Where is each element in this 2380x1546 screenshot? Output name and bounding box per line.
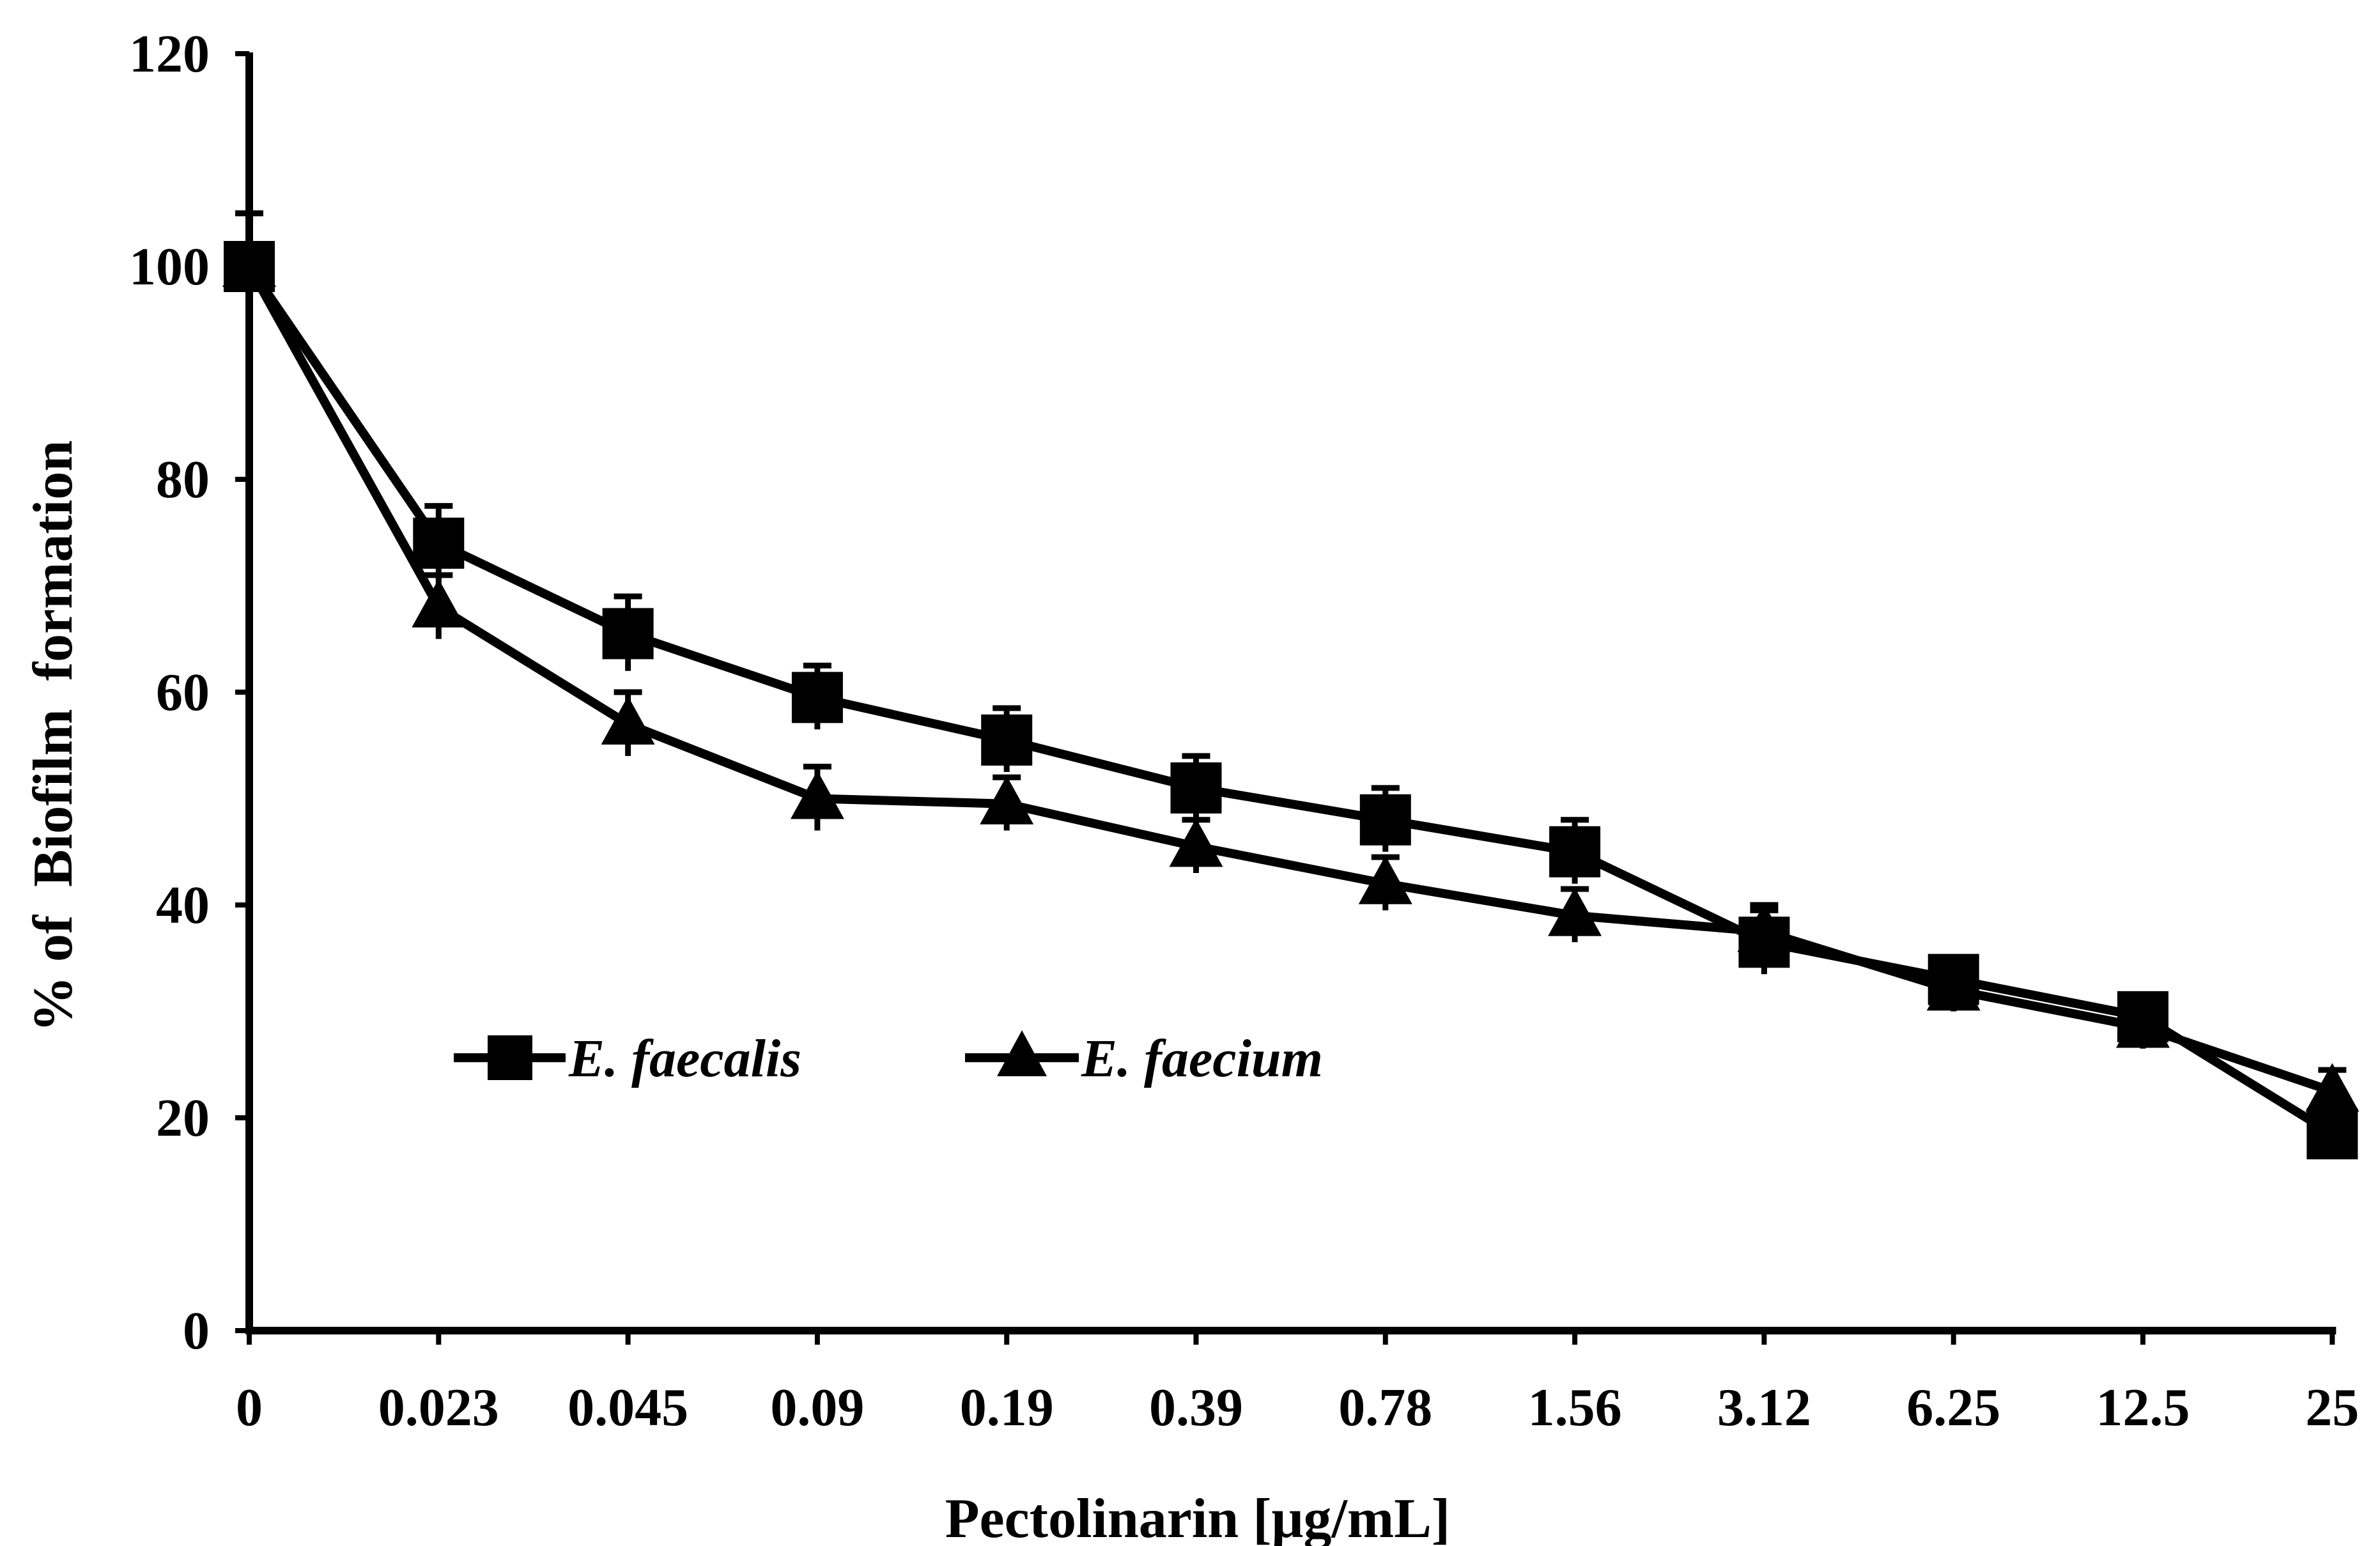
point-e-faecium-4 [980, 775, 1034, 824]
point-e-faecalis-5 [1170, 762, 1222, 814]
series-line-e-faecalis [245, 264, 2335, 1138]
y-tick-label-40: 40 [156, 876, 210, 935]
point-e-faecalis-11 [2307, 1108, 2358, 1159]
point-e-faecalis-0 [224, 241, 275, 292]
x-tick-label-0: 0 [236, 1378, 263, 1437]
point-e-faecium-6 [1358, 855, 1412, 904]
x-tick-label-3.12: 3.12 [1717, 1378, 1811, 1437]
point-e-faecalis-1 [413, 517, 465, 569]
y-tick-label-60: 60 [156, 663, 210, 722]
point-e-faecalis-6 [1359, 794, 1411, 846]
y-tick-label-20: 20 [156, 1088, 210, 1148]
series-line-e-faecium [245, 264, 2334, 1096]
point-e-faecium-3 [790, 770, 844, 819]
legend-label-e-faecalis: E. faecalis [568, 1029, 801, 1088]
x-tick-label-1.56: 1.56 [1528, 1378, 1622, 1437]
legend: E. faecalis E. faecium [454, 1029, 1323, 1088]
y-tick-label-0: 0 [183, 1301, 210, 1361]
y-axis-title: % of Biofilm formation [22, 440, 84, 1032]
point-e-faecium-11 [2305, 1063, 2360, 1112]
point-e-faecalis-10 [2117, 991, 2168, 1042]
x-tick-label-0.19: 0.19 [960, 1378, 1054, 1437]
series-e-faecalis [224, 210, 2358, 1159]
point-e-faecalis-4 [981, 714, 1033, 766]
x-tick-label-12.5: 12.5 [2096, 1378, 2190, 1437]
point-e-faecalis-8 [1738, 916, 1790, 968]
legend-label-e-faecium: E. faecium [1081, 1029, 1323, 1088]
series-e-faecium [222, 210, 2360, 1113]
x-tick-label-0.09: 0.09 [770, 1378, 864, 1437]
x-tick-label-0.023: 0.023 [378, 1378, 499, 1437]
x-axis-title: Pectolinarin [μg/mL] [945, 1488, 1450, 1546]
point-e-faecalis-3 [791, 672, 843, 723]
point-e-faecium-2 [601, 695, 655, 745]
legend-marker-e-faecium [997, 1030, 1047, 1076]
point-e-faecium-7 [1548, 887, 1602, 936]
point-e-faecalis-7 [1549, 826, 1601, 877]
x-tick-label-0.78: 0.78 [1338, 1378, 1432, 1437]
point-e-faecalis-2 [602, 608, 654, 660]
y-tick-label-120: 120 [129, 24, 210, 84]
point-e-faecalis-9 [1928, 954, 1979, 1005]
legend-marker-e-faecalis [488, 1035, 532, 1080]
x-tick-label-6.25: 6.25 [1906, 1378, 2000, 1437]
x-tick-label-0.045: 0.045 [568, 1378, 688, 1437]
y-tick-label-80: 80 [156, 450, 210, 509]
y-tick-label-100: 100 [129, 237, 210, 297]
point-e-faecium-1 [412, 578, 466, 628]
x-tick-label-25: 25 [2305, 1378, 2359, 1437]
point-e-faecium-5 [1169, 818, 1223, 867]
axes-layer: 0 20 40 60 80 100 120 0 0.023 0.045 0.09 0.19 0.39 0.… [129, 24, 2359, 1437]
series-layer [222, 210, 2360, 1159]
x-tick-label-0.39: 0.39 [1149, 1378, 1243, 1437]
